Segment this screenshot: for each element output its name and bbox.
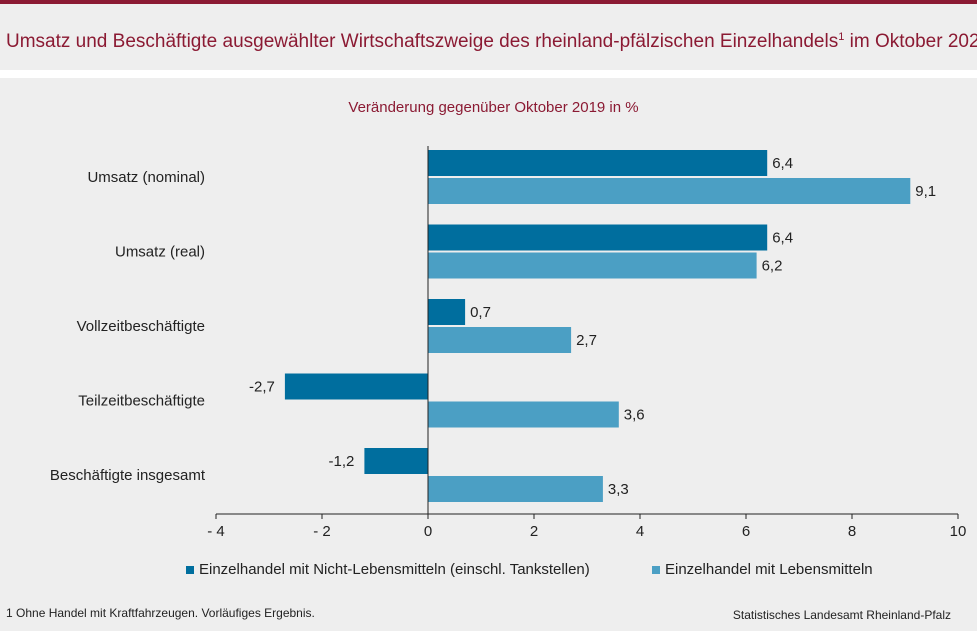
data-label: 6,4: [772, 155, 793, 172]
category-label: Vollzeitbeschäftigte: [77, 318, 205, 335]
bar-series-2: [428, 178, 911, 204]
data-label: 9,1: [915, 183, 936, 200]
data-label: -2,7: [249, 379, 275, 396]
legend-swatch-series-2: [652, 565, 660, 574]
bar-series-1: [428, 224, 768, 251]
x-tick-label: 0: [424, 523, 432, 540]
x-tick-label: 4: [636, 523, 644, 540]
data-label: 3,3: [608, 481, 629, 498]
category-label: Umsatz (nominal): [87, 169, 205, 186]
bar-chart: Umsatz (nominal) 6,4 9,1 Umsatz (real) 6,4 6,…: [50, 146, 967, 540]
chart-title: Umsatz und Beschäftigte ausgewählter Wir…: [0, 4, 977, 70]
x-tick-label: 10: [950, 523, 967, 540]
data-label: 2,7: [576, 332, 597, 349]
bar-series-2: [428, 327, 572, 353]
source-note: Statistisches Landesamt Rheinland-Pfalz: [732, 608, 951, 622]
data-label: 6,4: [772, 230, 793, 247]
data-label: 3,6: [624, 407, 645, 424]
x-tick-label: 6: [742, 523, 750, 540]
x-tick-label: 2: [530, 523, 538, 540]
data-label: -1,2: [329, 453, 355, 470]
bar-series-2: [428, 252, 757, 279]
legend-swatch-series-1: [186, 565, 194, 574]
bar-series-1: [428, 299, 466, 325]
legend-label-series-2: Einzelhandel mit Lebensmitteln: [665, 561, 873, 578]
title-text: Umsatz und Beschäftigte ausgewählter Wir…: [6, 31, 839, 52]
x-tick-label: 8: [848, 523, 856, 540]
data-label: 6,2: [762, 258, 783, 275]
legend-item-series-2: Einzelhandel mit Lebensmitteln: [652, 561, 873, 578]
data-label: 0,7: [470, 304, 491, 321]
category-label: Teilzeitbeschäftigte: [78, 393, 205, 410]
top-rule: [0, 0, 977, 4]
x-tick-label: - 4: [207, 523, 225, 540]
bar-series-1: [428, 150, 768, 176]
title-divider: [0, 70, 977, 78]
x-tick-label: - 2: [313, 523, 331, 540]
bar-series-2: [428, 401, 619, 428]
title-suffix: im Oktober 2020: [844, 31, 977, 52]
bar-series-1: [364, 448, 428, 474]
bar-series-2: [428, 476, 603, 502]
title-footnote-mark: 1: [838, 31, 845, 43]
legend-label-series-1: Einzelhandel mit Nicht-Lebensmitteln (ei…: [199, 561, 590, 578]
chart-subtitle: Veränderung gegenüber Oktober 2019 in %: [348, 99, 639, 116]
category-label: Umsatz (real): [115, 244, 205, 261]
footnote: 1 Ohne Handel mit Kraftfahrzeugen. Vorlä…: [6, 606, 315, 620]
category-label: Beschäftigte insgesamt: [50, 467, 206, 484]
bar-series-1: [284, 373, 428, 400]
legend-item-series-1: Einzelhandel mit Nicht-Lebensmitteln (ei…: [186, 561, 590, 578]
